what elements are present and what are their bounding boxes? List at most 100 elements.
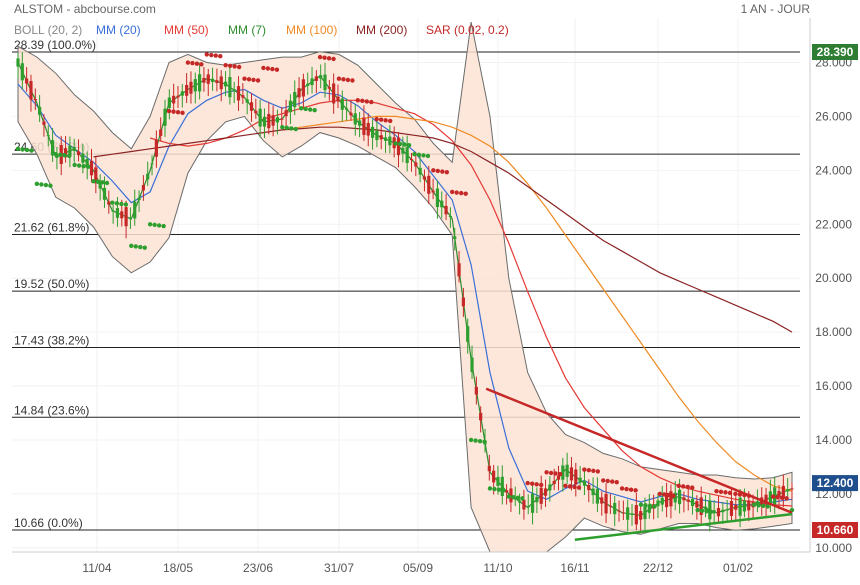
sar-dot	[501, 488, 506, 493]
sar-dot	[624, 486, 629, 492]
sar-dot	[761, 503, 766, 509]
sar-dot	[666, 492, 672, 498]
sar-dot	[449, 189, 455, 195]
sar-dot	[605, 478, 610, 484]
candle-body	[470, 357, 474, 372]
legend-item: MM (50)	[164, 23, 209, 37]
candle-body	[556, 475, 561, 480]
sar-dot	[383, 118, 388, 123]
candle-body	[617, 510, 621, 512]
candle-body	[349, 112, 353, 116]
sar-dot	[142, 245, 147, 250]
candle-body	[777, 490, 781, 498]
candle-body	[435, 188, 440, 208]
candle-body	[46, 135, 50, 137]
sar-dot	[591, 468, 596, 474]
sar-dot	[72, 162, 77, 168]
sar-dot	[312, 107, 317, 113]
sar-dot	[770, 494, 776, 499]
sar-dot	[289, 126, 294, 131]
candle-body	[236, 86, 241, 101]
candle-body	[267, 113, 271, 129]
sar-dot	[779, 495, 785, 500]
candle-body	[85, 158, 89, 168]
candle-body	[327, 87, 331, 89]
candle-body	[448, 216, 453, 218]
sar-dot	[752, 502, 757, 507]
candle-body	[630, 513, 634, 515]
candle-body	[193, 79, 197, 92]
sar-dot	[355, 98, 361, 103]
sar-dot	[638, 502, 644, 507]
sar-dot	[718, 489, 724, 494]
candle-body	[38, 106, 42, 115]
sar-dot	[119, 201, 124, 207]
sar-dot	[440, 169, 445, 174]
candle-body	[137, 197, 141, 201]
candle-body	[742, 500, 747, 512]
sar-dot	[331, 56, 336, 62]
candle-body	[297, 88, 301, 98]
candle-body	[172, 95, 176, 104]
fibonacci-label: 21.62 (61.8%)	[14, 221, 89, 235]
sar-dot	[487, 486, 493, 491]
candle-body	[94, 167, 98, 184]
candle-body	[457, 263, 461, 277]
sar-dot	[336, 76, 342, 81]
sar-dot	[586, 468, 592, 473]
moving-average-line	[282, 115, 793, 492]
candle-body	[55, 154, 59, 158]
candle-body	[786, 489, 790, 492]
candle-body	[280, 118, 284, 120]
candle-body	[167, 97, 171, 108]
y-tick-label: 20.000	[815, 271, 852, 285]
candle-body	[33, 98, 37, 101]
sar-dot	[421, 153, 426, 158]
legend-item: BOLL (20, 2)	[14, 23, 82, 37]
candle-body	[215, 80, 219, 83]
sar-dot	[412, 151, 417, 157]
candle-body	[107, 201, 111, 205]
candle-body	[353, 113, 357, 125]
candle-body	[604, 493, 608, 514]
sar-dot	[444, 169, 450, 175]
candle-body	[388, 136, 392, 146]
candle-body	[254, 110, 258, 114]
candle-body	[25, 78, 29, 84]
candle-body	[673, 492, 677, 503]
candle-body	[232, 89, 236, 92]
legend-item: MM (100)	[286, 23, 337, 37]
sar-dot	[307, 107, 313, 112]
last-price-box	[812, 475, 858, 492]
candle-body	[496, 476, 500, 486]
candle-body	[401, 147, 405, 154]
sar-dot	[232, 64, 237, 69]
candle-body	[690, 498, 695, 507]
sar-dot	[431, 168, 436, 173]
candle-body	[323, 74, 327, 91]
sar-dot	[647, 503, 653, 509]
sar-dot	[152, 222, 157, 228]
y-tick-label: 18.000	[815, 325, 852, 339]
sar-dot	[20, 147, 25, 152]
sar-dot	[553, 471, 558, 476]
sar-dot	[699, 508, 705, 513]
candle-body	[677, 489, 682, 505]
candle-body	[249, 102, 254, 111]
sar-dot	[265, 66, 271, 71]
sar-dot	[576, 485, 582, 490]
sar-dot	[619, 486, 625, 491]
candle-body	[306, 83, 310, 86]
sar-dot	[104, 180, 110, 186]
candle-body	[185, 84, 189, 96]
sar-dot	[473, 438, 478, 443]
sar-dot	[317, 54, 323, 60]
candle-body	[81, 153, 85, 163]
candle-body	[63, 148, 68, 158]
candle-body	[764, 494, 768, 505]
sar-dot	[628, 487, 634, 492]
sar-dot	[784, 496, 789, 501]
sar-dot	[303, 106, 308, 112]
last-price-label: 12.400	[817, 476, 854, 490]
legend-item: MM (200)	[356, 23, 407, 37]
